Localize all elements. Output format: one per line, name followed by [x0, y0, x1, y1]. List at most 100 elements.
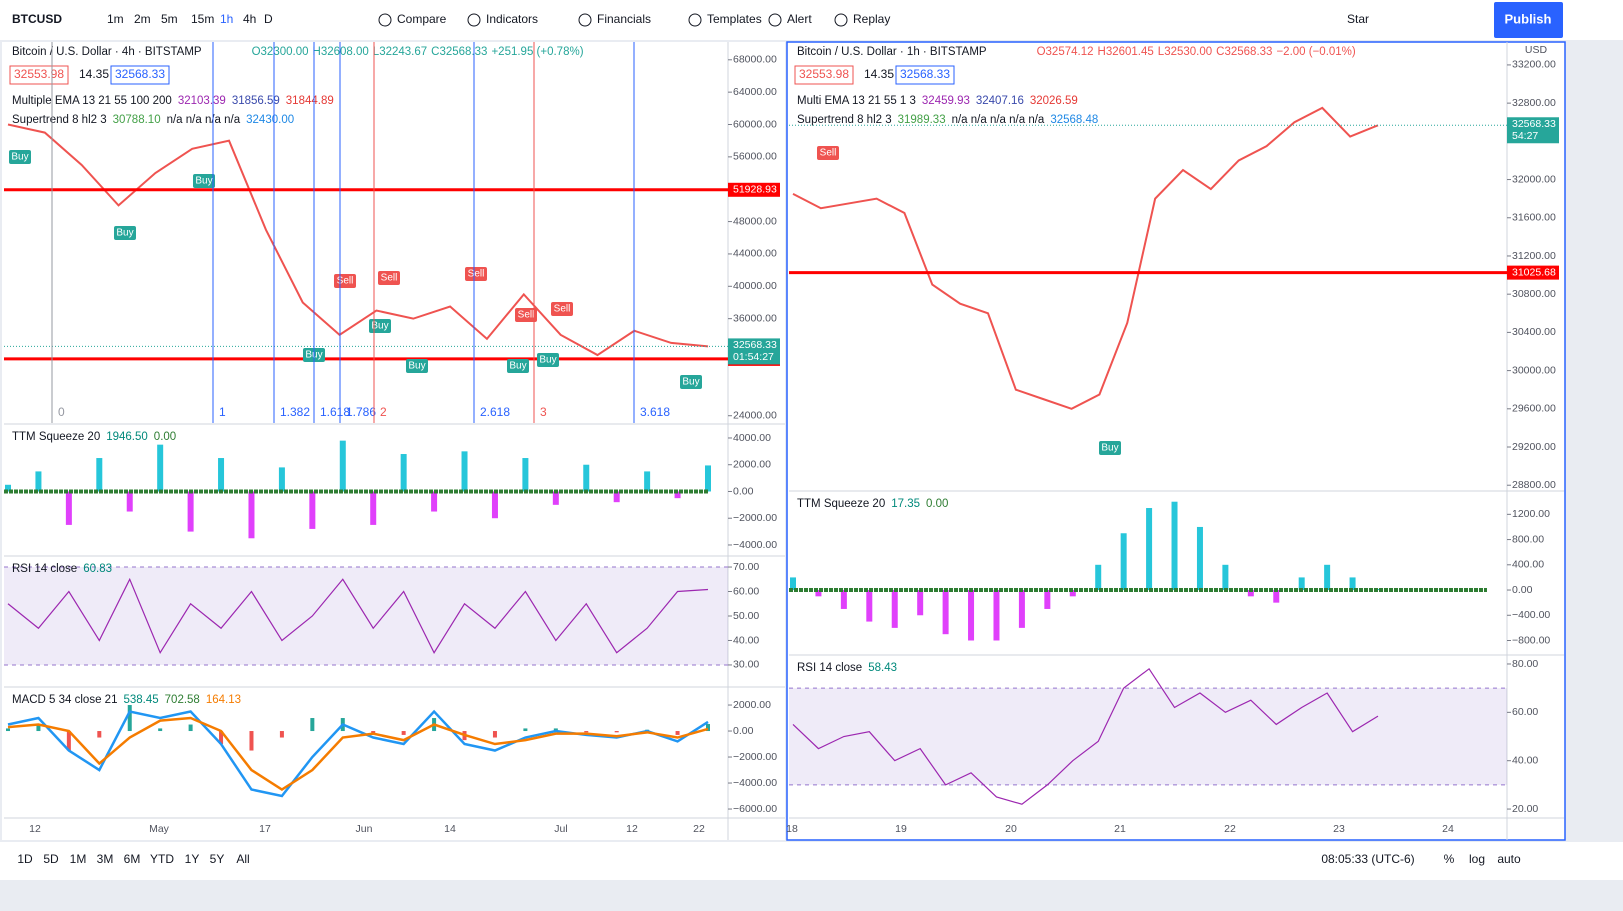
ohlc-value: H32601.45 — [1098, 46, 1154, 58]
y-tick-label: 29600.00 — [1512, 403, 1556, 415]
ttm-bar — [1120, 533, 1127, 591]
signal-tag — [193, 174, 215, 188]
study-value: n/a n/a n/a n/a — [167, 114, 241, 126]
range-button[interactable]: 5Y — [210, 852, 225, 866]
interval[interactable]: 5m — [161, 12, 178, 26]
last-price-tag — [728, 338, 780, 365]
macd-bar — [553, 728, 558, 732]
interval[interactable]: 4h — [243, 12, 256, 26]
range-button[interactable]: YTD — [150, 852, 174, 866]
ttm-bar — [339, 440, 346, 492]
toolbar-button[interactable]: Compare — [397, 12, 447, 26]
y-tick-label: 2000.00 — [733, 459, 771, 471]
y-tick-label: 44000.00 — [733, 248, 777, 260]
ttm-bar — [917, 590, 924, 616]
last-price: 32568.33 — [1512, 118, 1556, 130]
x-tick-label: 14 — [444, 823, 456, 835]
study-name: Multi EMA 13 21 55 1 3 — [797, 95, 916, 107]
countdown: 01:54:27 — [733, 351, 774, 363]
ttm-bar — [705, 465, 711, 492]
ttm-bar — [1095, 564, 1102, 591]
y-tick-label: 31600.00 — [1512, 212, 1556, 224]
y-tick-label: 31200.00 — [1512, 250, 1556, 262]
change-value: +251.95 (+0.78%) — [491, 46, 583, 58]
y-tick-label: 30.00 — [733, 659, 759, 671]
y-tick-label: 40000.00 — [733, 280, 777, 292]
signal-tag — [9, 150, 31, 164]
study-value: 1946.50 — [106, 431, 148, 443]
button-icon — [834, 13, 848, 27]
symbol[interactable]: BTCUSD — [12, 12, 62, 26]
rsi-line — [7, 577, 709, 655]
interval[interactable]: 1m — [107, 12, 124, 26]
study-value: 60.83 — [83, 563, 112, 575]
study-value: 32026.59 — [1030, 95, 1078, 107]
x-tick-label: 17 — [259, 823, 271, 835]
signal-line — [7, 716, 709, 792]
y-tick-label: −2000.00 — [733, 751, 777, 763]
left-chart — [2, 42, 785, 840]
toolbar-button[interactable]: Replay — [853, 12, 890, 26]
y-tick-label: 28800.00 — [1512, 479, 1556, 491]
signal-label: Sell — [468, 269, 485, 280]
signal-tag — [378, 271, 400, 285]
ttm-bar — [1324, 564, 1331, 591]
y-tick-label: 1200.00 — [1512, 508, 1550, 520]
level-label: 31025.68 — [1512, 266, 1556, 278]
star-button[interactable]: Star — [1347, 12, 1369, 26]
interval[interactable]: 15m — [191, 12, 214, 26]
interval[interactable]: 1h — [220, 12, 233, 26]
price-box-label: 32568.33 — [900, 67, 950, 81]
scale-option[interactable]: log — [1469, 852, 1485, 866]
ttm-bar — [400, 454, 407, 492]
study-legend: TTM Squeeze 20 1946.50 0.00 — [12, 431, 176, 443]
signal-tag — [406, 359, 428, 373]
bottom-bar — [0, 842, 1623, 880]
fib-label: 2 — [380, 405, 387, 419]
macd-bar — [279, 731, 284, 738]
toolbar-button[interactable]: Templates — [707, 12, 762, 26]
interval[interactable]: 2m — [134, 12, 151, 26]
signal-tag — [114, 226, 136, 240]
range-button[interactable]: 1M — [70, 852, 87, 866]
price-box-label: 32553.98 — [14, 67, 64, 81]
ttm-bar — [815, 590, 822, 597]
scale-option[interactable]: % — [1444, 852, 1455, 866]
publish-button[interactable] — [1494, 2, 1563, 38]
signal-label: Sell — [381, 273, 398, 284]
ttm-bar — [840, 590, 847, 609]
range-button[interactable]: 6M — [124, 852, 141, 866]
x-tick-label: 19 — [895, 823, 907, 835]
y-tick-label: 400.00 — [1512, 559, 1544, 571]
range-button[interactable]: 3M — [97, 852, 114, 866]
range-button[interactable]: 1Y — [185, 852, 200, 866]
study-value: 0.00 — [926, 498, 948, 510]
study-name: TTM Squeeze 20 — [797, 498, 885, 510]
scale-option[interactable]: auto — [1497, 852, 1521, 866]
signal-tag — [537, 353, 559, 367]
range-button[interactable]: 1D — [17, 852, 33, 866]
study-value: n/a n/a n/a n/a n/a — [952, 114, 1045, 126]
ttm-bar — [1044, 590, 1051, 609]
range-button[interactable]: All — [236, 852, 249, 866]
ttm-bar — [1146, 508, 1153, 591]
toolbar-button[interactable]: Alert — [787, 12, 812, 26]
button-icon — [467, 13, 481, 27]
toolbar-button[interactable]: Indicators — [486, 12, 538, 26]
study-legend: RSI 14 close 58.43 — [797, 662, 897, 674]
signal-tag — [1099, 441, 1121, 455]
range-button[interactable]: 5D — [43, 852, 59, 866]
study-legend: Multi EMA 13 21 55 1 3 32459.93 32407.16 32… — [797, 95, 1078, 107]
ttm-bar — [1222, 564, 1229, 591]
publish-label[interactable]: Publish — [1505, 11, 1552, 26]
interval[interactable]: D — [264, 12, 273, 26]
study-value: 31844.89 — [286, 95, 334, 107]
x-tick-label: 22 — [693, 823, 705, 835]
y-tick-label: 36000.00 — [733, 312, 777, 324]
ttm-bar — [552, 491, 559, 505]
y-tick-label: 50.00 — [733, 610, 759, 622]
rsi-band — [789, 688, 1507, 785]
toolbar-button[interactable]: Financials — [597, 12, 651, 26]
